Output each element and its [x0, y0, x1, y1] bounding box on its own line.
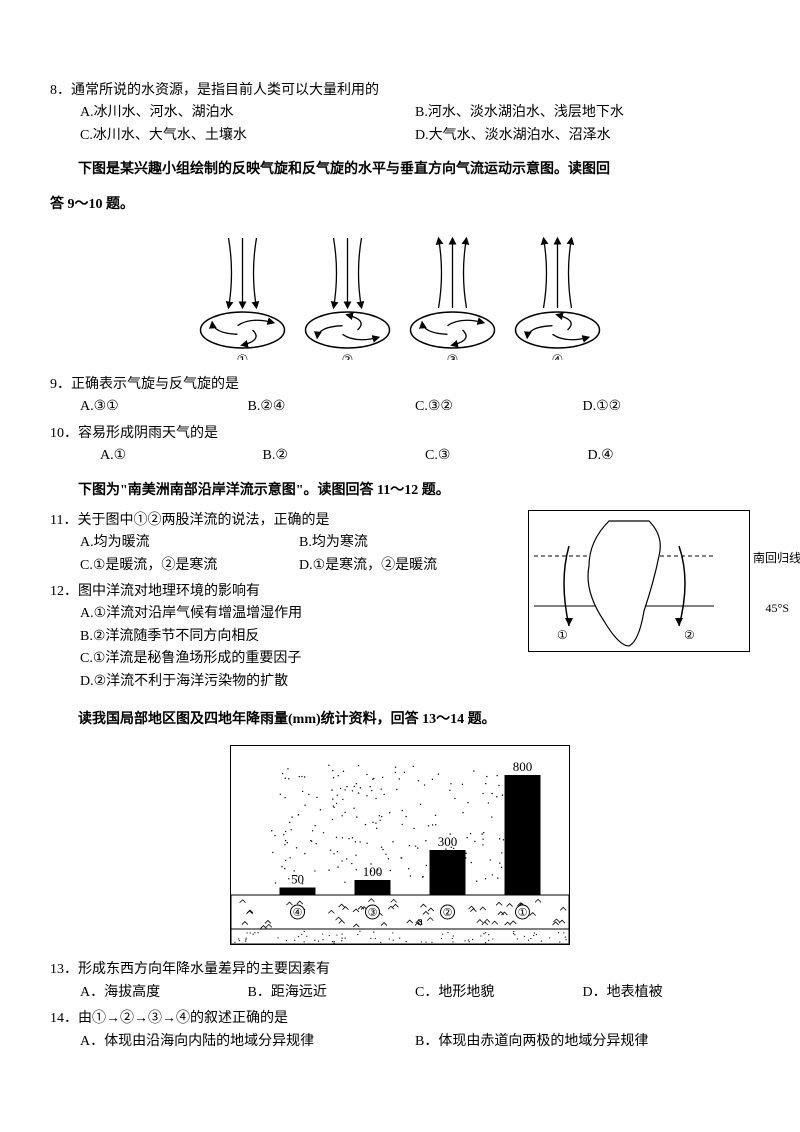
- q14-stem: 14．由①→②→③→④的叙述正确的是: [50, 1008, 750, 1030]
- intro-9-10b: 答 9～10 题。: [50, 194, 750, 216]
- svg-text:④: ④: [293, 907, 303, 919]
- q10-opt-b: B.②: [263, 445, 426, 467]
- rainfall-chart: 50 ④ 100 ③ 300 ② 800 ① a: [230, 745, 570, 945]
- svg-text:④: ④: [552, 352, 564, 360]
- svg-text:③: ③: [368, 907, 378, 919]
- q11-opt-c: C.①是暖流，②是寒流: [80, 555, 299, 577]
- svg-text:50: 50: [291, 872, 304, 887]
- q10-opt-c: C.③: [425, 445, 588, 467]
- q12-opt-a: A.①洋流对沿岸气候有增温增湿作用: [80, 603, 518, 625]
- svg-text:800: 800: [513, 759, 533, 774]
- q13-options: A．海拔高度 B．距海远近 C．地形地貌 D．地表植被: [50, 982, 750, 1004]
- q8-stem: 8．通常所说的水资源，是指目前人类可以大量利用的: [50, 80, 750, 102]
- intro-9-10a: 下图是某兴趣小组绘制的反映气旋和反气旋的水平与垂直方向气流运动示意图。读图回: [50, 159, 750, 181]
- q9-opt-a: A.③①: [80, 396, 248, 418]
- svg-text:③: ③: [447, 352, 459, 360]
- q14-opt-a: A．体现由沿海向内陆的地域分异规律: [80, 1031, 415, 1053]
- tropic-label: 南回归线: [753, 549, 800, 568]
- q10-options: A.① B.② C.③ D.④: [50, 445, 750, 467]
- q14-opt-b: B．体现由赤道向两极的地域分异规律: [415, 1031, 750, 1053]
- q11-12-block: 11．关于图中①②两股洋流的说法，正确的是 A.均为暖流 B.均为寒流 C.①是…: [50, 510, 750, 697]
- svg-text:②: ②: [342, 352, 354, 360]
- q10-stem: 10．容易形成阴雨天气的是: [50, 423, 750, 445]
- lat45-label: 45°S: [766, 599, 789, 618]
- cyclone-diagram: ① ② ③ ④: [190, 230, 610, 360]
- question-13: 13．形成东西方向年降水量差异的主要因素有 A．海拔高度 B．距海远近 C．地形…: [50, 959, 750, 1004]
- current-2-label: ②: [684, 626, 695, 645]
- rainfall-figure: 50 ④ 100 ③ 300 ② 800 ① a: [50, 745, 750, 945]
- svg-text:①: ①: [237, 352, 249, 360]
- q8-opt-d: D.大气水、淡水湖泊水、沼泽水: [415, 125, 750, 147]
- q11-opt-d: D.①是寒流，②是暖流: [299, 555, 518, 577]
- question-9: 9．正确表示气旋与反气旋的是 A.③① B.②④ C.③② D.①②: [50, 374, 750, 419]
- q13-opt-d: D．地表植被: [583, 982, 751, 1004]
- q12-stem: 12．图中洋流对地理环境的影响有: [50, 581, 518, 603]
- q13-opt-a: A．海拔高度: [80, 982, 248, 1004]
- q12-opt-d: D.②洋流不利于海洋污染物的扩散: [80, 671, 518, 693]
- question-14: 14．由①→②→③→④的叙述正确的是 A．体现由沿海向内陆的地域分异规律 B．体…: [50, 1008, 750, 1053]
- q12-opt-c: C.①洋流是秘鲁渔场形成的重要因子: [80, 648, 518, 670]
- question-12: 12．图中洋流对地理环境的影响有 A.①洋流对沿岸气候有增温增湿作用 B.②洋流…: [50, 581, 518, 693]
- south-america-map: 南回归线 45°S ① ②: [528, 510, 750, 652]
- q13-opt-c: C．地形地貌: [415, 982, 583, 1004]
- svg-text:①: ①: [518, 907, 528, 919]
- svg-text:②: ②: [443, 907, 453, 919]
- q11-stem: 11．关于图中①②两股洋流的说法，正确的是: [50, 510, 518, 532]
- q9-options: A.③① B.②④ C.③② D.①②: [50, 396, 750, 418]
- q9-opt-c: C.③②: [415, 396, 583, 418]
- q13-stem: 13．形成东西方向年降水量差异的主要因素有: [50, 959, 750, 981]
- question-8: 8．通常所说的水资源，是指目前人类可以大量利用的 A.冰川水、河水、湖泊水 B.…: [50, 80, 750, 147]
- q11-options: A.均为暖流 B.均为寒流 C.①是暖流，②是寒流 D.①是寒流，②是暖流: [50, 532, 518, 577]
- q9-stem: 9．正确表示气旋与反气旋的是: [50, 374, 750, 396]
- svg-text:100: 100: [363, 864, 383, 879]
- intro-13-14: 读我国局部地区图及四地年降雨量(mm)统计资料，回答 13～14 题。: [50, 709, 750, 731]
- q10-opt-d: D.④: [588, 445, 751, 467]
- q14-options: A．体现由沿海向内陆的地域分异规律 B．体现由赤道向两极的地域分异规律: [50, 1031, 750, 1053]
- question-11: 11．关于图中①②两股洋流的说法，正确的是 A.均为暖流 B.均为寒流 C.①是…: [50, 510, 518, 577]
- question-10: 10．容易形成阴雨天气的是 A.① B.② C.③ D.④: [50, 423, 750, 468]
- svg-text:300: 300: [438, 834, 458, 849]
- q8-opt-c: C.冰川水、大气水、土壤水: [80, 125, 415, 147]
- q11-opt-a: A.均为暖流: [80, 532, 299, 554]
- q13-opt-b: B．距海远近: [248, 982, 416, 1004]
- cyclone-figure: ① ② ③ ④: [50, 230, 750, 360]
- q9-opt-d: D.①②: [583, 396, 751, 418]
- q8-options: A.冰川水、河水、湖泊水 B.河水、淡水湖泊水、浅层地下水 C.冰川水、大气水、…: [50, 102, 750, 147]
- svg-text:a: a: [417, 913, 423, 928]
- q8-opt-b: B.河水、淡水湖泊水、浅层地下水: [415, 102, 750, 124]
- intro-11-12: 下图为"南美洲南部沿岸洋流示意图"。读图回答 11～12 题。: [50, 480, 750, 502]
- q9-opt-b: B.②④: [248, 396, 416, 418]
- current-1-label: ①: [557, 626, 568, 645]
- q10-opt-a: A.①: [100, 445, 263, 467]
- q11-opt-b: B.均为寒流: [299, 532, 518, 554]
- q12-opt-b: B.②洋流随季节不同方向相反: [80, 626, 518, 648]
- q8-opt-a: A.冰川水、河水、湖泊水: [80, 102, 415, 124]
